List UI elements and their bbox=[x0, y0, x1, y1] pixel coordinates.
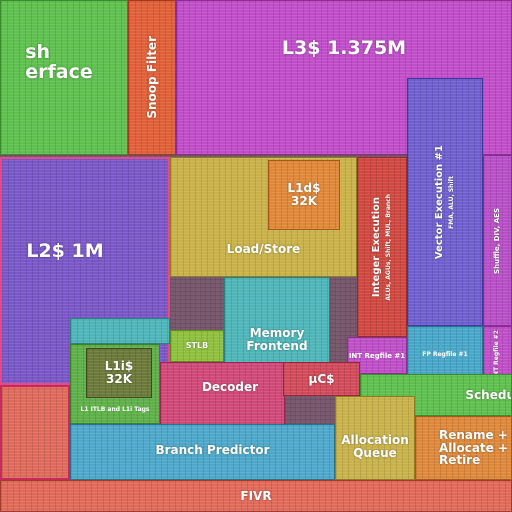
integer-execution-title: Integer Execution bbox=[371, 196, 383, 298]
shuffle-div-aes-label: Shuffle, DIV, AES bbox=[492, 207, 501, 274]
retire-line: Retire bbox=[438, 453, 481, 468]
branch-predictor-block: Branch Predictor bbox=[70, 424, 335, 480]
int-regfile-1-label: INT Regfile #1 bbox=[348, 351, 406, 360]
l1i-cache-line1: L1i$ bbox=[104, 359, 134, 374]
snoop-filter-label: Snoop Filter bbox=[144, 36, 159, 119]
memory-frontend-block: Memory Frontend bbox=[224, 277, 330, 363]
stlb-label: STLB bbox=[185, 340, 209, 350]
fivr-block: FIVR bbox=[0, 480, 512, 512]
l1-itlb-label: L1 ITLB and L1i Tags bbox=[80, 406, 150, 413]
rename-line: Rename + bbox=[438, 428, 508, 443]
rename-allocate-retire-block: Rename + Allocate + Retire bbox=[415, 416, 512, 480]
fp-regfile-1-label: FP Regfile #1 bbox=[422, 350, 468, 358]
uop-cache-block: µC$ bbox=[283, 362, 360, 396]
allocation-queue-line1: Allocation bbox=[341, 433, 409, 448]
integer-execution-label: Integer Execution ALUs, AGUs, Shift, MUL… bbox=[371, 193, 392, 301]
vector-execution-sub: FMA, ALU, Shift bbox=[447, 175, 455, 229]
l1d-cache-line2: 32K bbox=[291, 194, 317, 208]
int-regfile-2-label: INT Regfile #2 bbox=[493, 329, 501, 379]
vector-execution-title: Vector Execution #1 bbox=[434, 144, 446, 260]
int-regfile-1-block: INT Regfile #1 bbox=[347, 337, 407, 374]
l1d-cache-line1: L1d$ bbox=[287, 181, 321, 196]
left-bottom-edge-block bbox=[0, 385, 70, 480]
stlb-block: STLB bbox=[170, 330, 224, 362]
integer-execution-sub: ALUs, AGUs, Shift, MUL, Branch bbox=[384, 193, 392, 301]
decoder-block: Decoder bbox=[160, 362, 285, 432]
flash-interface-line2: erface bbox=[25, 60, 93, 83]
l1i-cache-line2: 32K bbox=[106, 372, 132, 386]
memory-frontend-label: Memory Frontend bbox=[246, 327, 307, 352]
vector-execution-block: Vector Execution #1 FMA, ALU, Shift bbox=[407, 78, 483, 326]
uop-cache-label: µC$ bbox=[308, 371, 335, 386]
allocate-line: Allocate + bbox=[438, 440, 509, 455]
load-store-label: Load/Store bbox=[226, 242, 301, 257]
allocation-queue-label: Allocation Queue bbox=[341, 434, 409, 459]
l2-cache-label: L2$ 1M bbox=[26, 240, 104, 263]
memory-frontend-left-strip bbox=[70, 318, 170, 344]
l1d-cache-label: L1d$ 32K bbox=[288, 182, 321, 207]
integer-execution-block: Integer Execution ALUs, AGUs, Shift, MUL… bbox=[357, 157, 407, 337]
allocation-queue-block: Allocation Queue bbox=[335, 396, 415, 480]
l1i-cache-label: L1i$ 32K bbox=[105, 360, 133, 385]
decoder-label: Decoder bbox=[201, 379, 259, 394]
snoop-filter-block: Snoop Filter bbox=[128, 0, 176, 155]
rename-allocate-retire-label: Rename + Allocate + Retire bbox=[439, 429, 508, 467]
branch-predictor-label: Branch Predictor bbox=[155, 442, 270, 457]
flash-interface-line1: sh bbox=[25, 40, 51, 63]
flash-interface-label: sh erface bbox=[25, 40, 93, 83]
vector-execution-label: Vector Execution #1 FMA, ALU, Shift bbox=[434, 144, 455, 260]
memory-frontend-line1: Memory bbox=[249, 326, 305, 341]
memory-frontend-line2: Frontend bbox=[246, 339, 308, 353]
l1d-cache-block: L1d$ 32K bbox=[268, 160, 340, 230]
shuffle-div-aes-block: Shuffle, DIV, AES bbox=[483, 155, 512, 326]
flash-interface-block: sh erface bbox=[0, 0, 128, 155]
fivr-label: FIVR bbox=[240, 488, 272, 503]
scheduler-label: Schedu bbox=[465, 387, 512, 402]
int-regfile-2-block: INT Regfile #2 bbox=[483, 326, 512, 382]
l3-cache-label: L3$ 1.375M bbox=[281, 37, 407, 59]
l1i-cache-block: L1i$ 32K bbox=[86, 348, 152, 398]
allocation-queue-line2: Queue bbox=[353, 446, 397, 460]
